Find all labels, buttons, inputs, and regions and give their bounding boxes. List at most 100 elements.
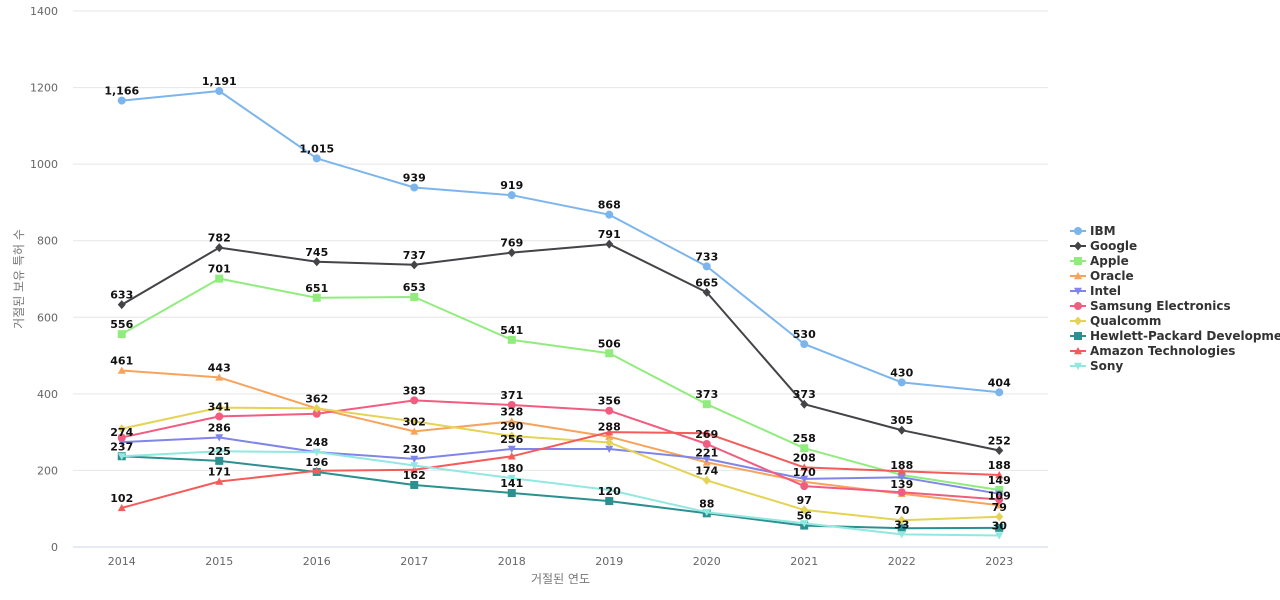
data-point-apple	[507, 335, 516, 344]
data-point-google	[897, 425, 906, 435]
x-tick-label: 2021	[790, 555, 818, 568]
data-point-hewlett-packard-development	[897, 524, 906, 533]
data-point-intel	[507, 445, 516, 453]
data-label: 665	[695, 276, 718, 289]
data-label: 171	[208, 466, 231, 479]
legend-label: Apple	[1090, 254, 1129, 268]
data-point-hewlett-packard-development	[215, 456, 224, 465]
data-label: 149	[988, 474, 1011, 487]
data-point-amazon-technologies	[312, 466, 321, 475]
data-point-samsung-electronics	[117, 433, 126, 442]
data-label: 651	[305, 282, 328, 295]
data-point-oracle	[215, 373, 224, 381]
data-point-sony	[117, 453, 126, 461]
legend-item-apple[interactable]: Apple	[1070, 254, 1129, 268]
series-line-google	[121, 243, 1000, 452]
legend-item-ibm[interactable]: IBM	[1070, 224, 1116, 238]
series-google	[117, 239, 1004, 456]
data-label: 221	[695, 446, 718, 459]
legend-item-google[interactable]: Google	[1070, 239, 1137, 253]
data-point-oracle	[507, 417, 516, 425]
legend-marker	[1074, 302, 1082, 310]
data-point-google	[800, 399, 809, 409]
data-label: 919	[500, 179, 523, 192]
data-label: 269	[695, 428, 718, 441]
series-line-apple	[121, 277, 1000, 491]
data-label: 225	[208, 445, 231, 458]
legend-label: Intel	[1090, 284, 1121, 298]
legend-marker	[1074, 347, 1082, 355]
data-label: 556	[110, 318, 133, 331]
data-point-amazon-technologies	[117, 503, 126, 512]
legend-label: Sony	[1090, 359, 1123, 373]
data-point-amazon-technologies	[605, 428, 614, 436]
data-label: 256	[500, 433, 523, 446]
data-label: 79	[992, 501, 1007, 514]
data-point-ibm	[410, 183, 419, 192]
data-label: 939	[403, 171, 426, 184]
data-label: 373	[695, 388, 718, 401]
y-tick-label: 800	[37, 235, 58, 248]
data-label: 782	[208, 232, 231, 245]
data-point-apple	[215, 274, 224, 283]
x-tick-label: 2022	[888, 555, 916, 568]
legend-item-samsung-electronics[interactable]: Samsung Electronics	[1070, 299, 1231, 313]
legend-marker	[1074, 241, 1082, 251]
legend-item-intel[interactable]: Intel	[1070, 284, 1121, 298]
legend-marker	[1074, 316, 1082, 326]
data-point-hewlett-packard-development	[410, 480, 419, 489]
data-point-ibm	[117, 96, 126, 105]
data-point-amazon-technologies	[800, 463, 809, 471]
data-point-amazon-technologies	[215, 477, 224, 485]
legend-marker	[1074, 227, 1082, 235]
data-label: 530	[793, 328, 816, 341]
data-point-ibm	[507, 191, 516, 200]
data-label: 868	[598, 199, 621, 212]
data-label: 461	[110, 355, 133, 368]
series-samsung-electronics	[117, 396, 1004, 504]
data-label: 362	[305, 392, 328, 405]
data-point-amazon-technologies	[702, 429, 711, 437]
data-point-intel	[215, 434, 224, 442]
data-point-qualcomm	[897, 515, 906, 525]
data-label: 30	[992, 520, 1008, 533]
data-point-oracle	[605, 432, 614, 440]
data-label: 373	[793, 388, 816, 401]
axes: 0 200 400 600 800 1000 1200 1400 2014 2015 2016 201…	[30, 5, 1048, 568]
data-point-samsung-electronics	[507, 400, 516, 409]
data-label: 97	[797, 494, 812, 507]
data-point-qualcomm	[702, 475, 711, 485]
data-point-intel	[702, 455, 711, 463]
legend-marker	[1074, 362, 1082, 370]
data-point-qualcomm	[117, 424, 126, 434]
legend-item-qualcomm[interactable]: Qualcomm	[1070, 314, 1161, 328]
legend-item-oracle[interactable]: Oracle	[1070, 269, 1134, 283]
x-tick-label: 2018	[498, 555, 526, 568]
series-oracle	[117, 366, 1004, 509]
x-tick-label: 2014	[108, 555, 136, 568]
data-label: 33	[894, 518, 909, 531]
legend-item-sony[interactable]: Sony	[1070, 359, 1123, 373]
legend-item-amazon-technologies[interactable]: Amazon Technologies	[1070, 344, 1235, 358]
data-point-google	[312, 257, 321, 267]
data-point-apple	[702, 400, 711, 409]
legend-label: Oracle	[1090, 269, 1134, 283]
data-label: 745	[305, 246, 328, 259]
x-tick-label: 2016	[303, 555, 331, 568]
legend-label: Samsung Electronics	[1090, 299, 1231, 313]
data-label: 302	[403, 415, 426, 428]
data-point-samsung-electronics	[605, 406, 614, 415]
y-axis-title: 거절된 보유 특허 수	[12, 229, 26, 329]
data-label: 248	[305, 436, 328, 449]
series-line-samsung-electronics	[121, 399, 1000, 501]
data-point-apple	[410, 292, 419, 301]
data-label: 162	[403, 469, 426, 482]
data-point-oracle	[117, 366, 126, 374]
data-label: 102	[110, 492, 133, 505]
series-line-qualcomm	[121, 406, 1000, 522]
data-label: 506	[598, 337, 621, 350]
data-point-hewlett-packard-development	[507, 489, 516, 498]
data-label: 371	[500, 389, 523, 402]
legend-item-hewlett-packard-development[interactable]: Hewlett-Packard Development	[1070, 329, 1280, 343]
data-label: 174	[695, 464, 718, 477]
